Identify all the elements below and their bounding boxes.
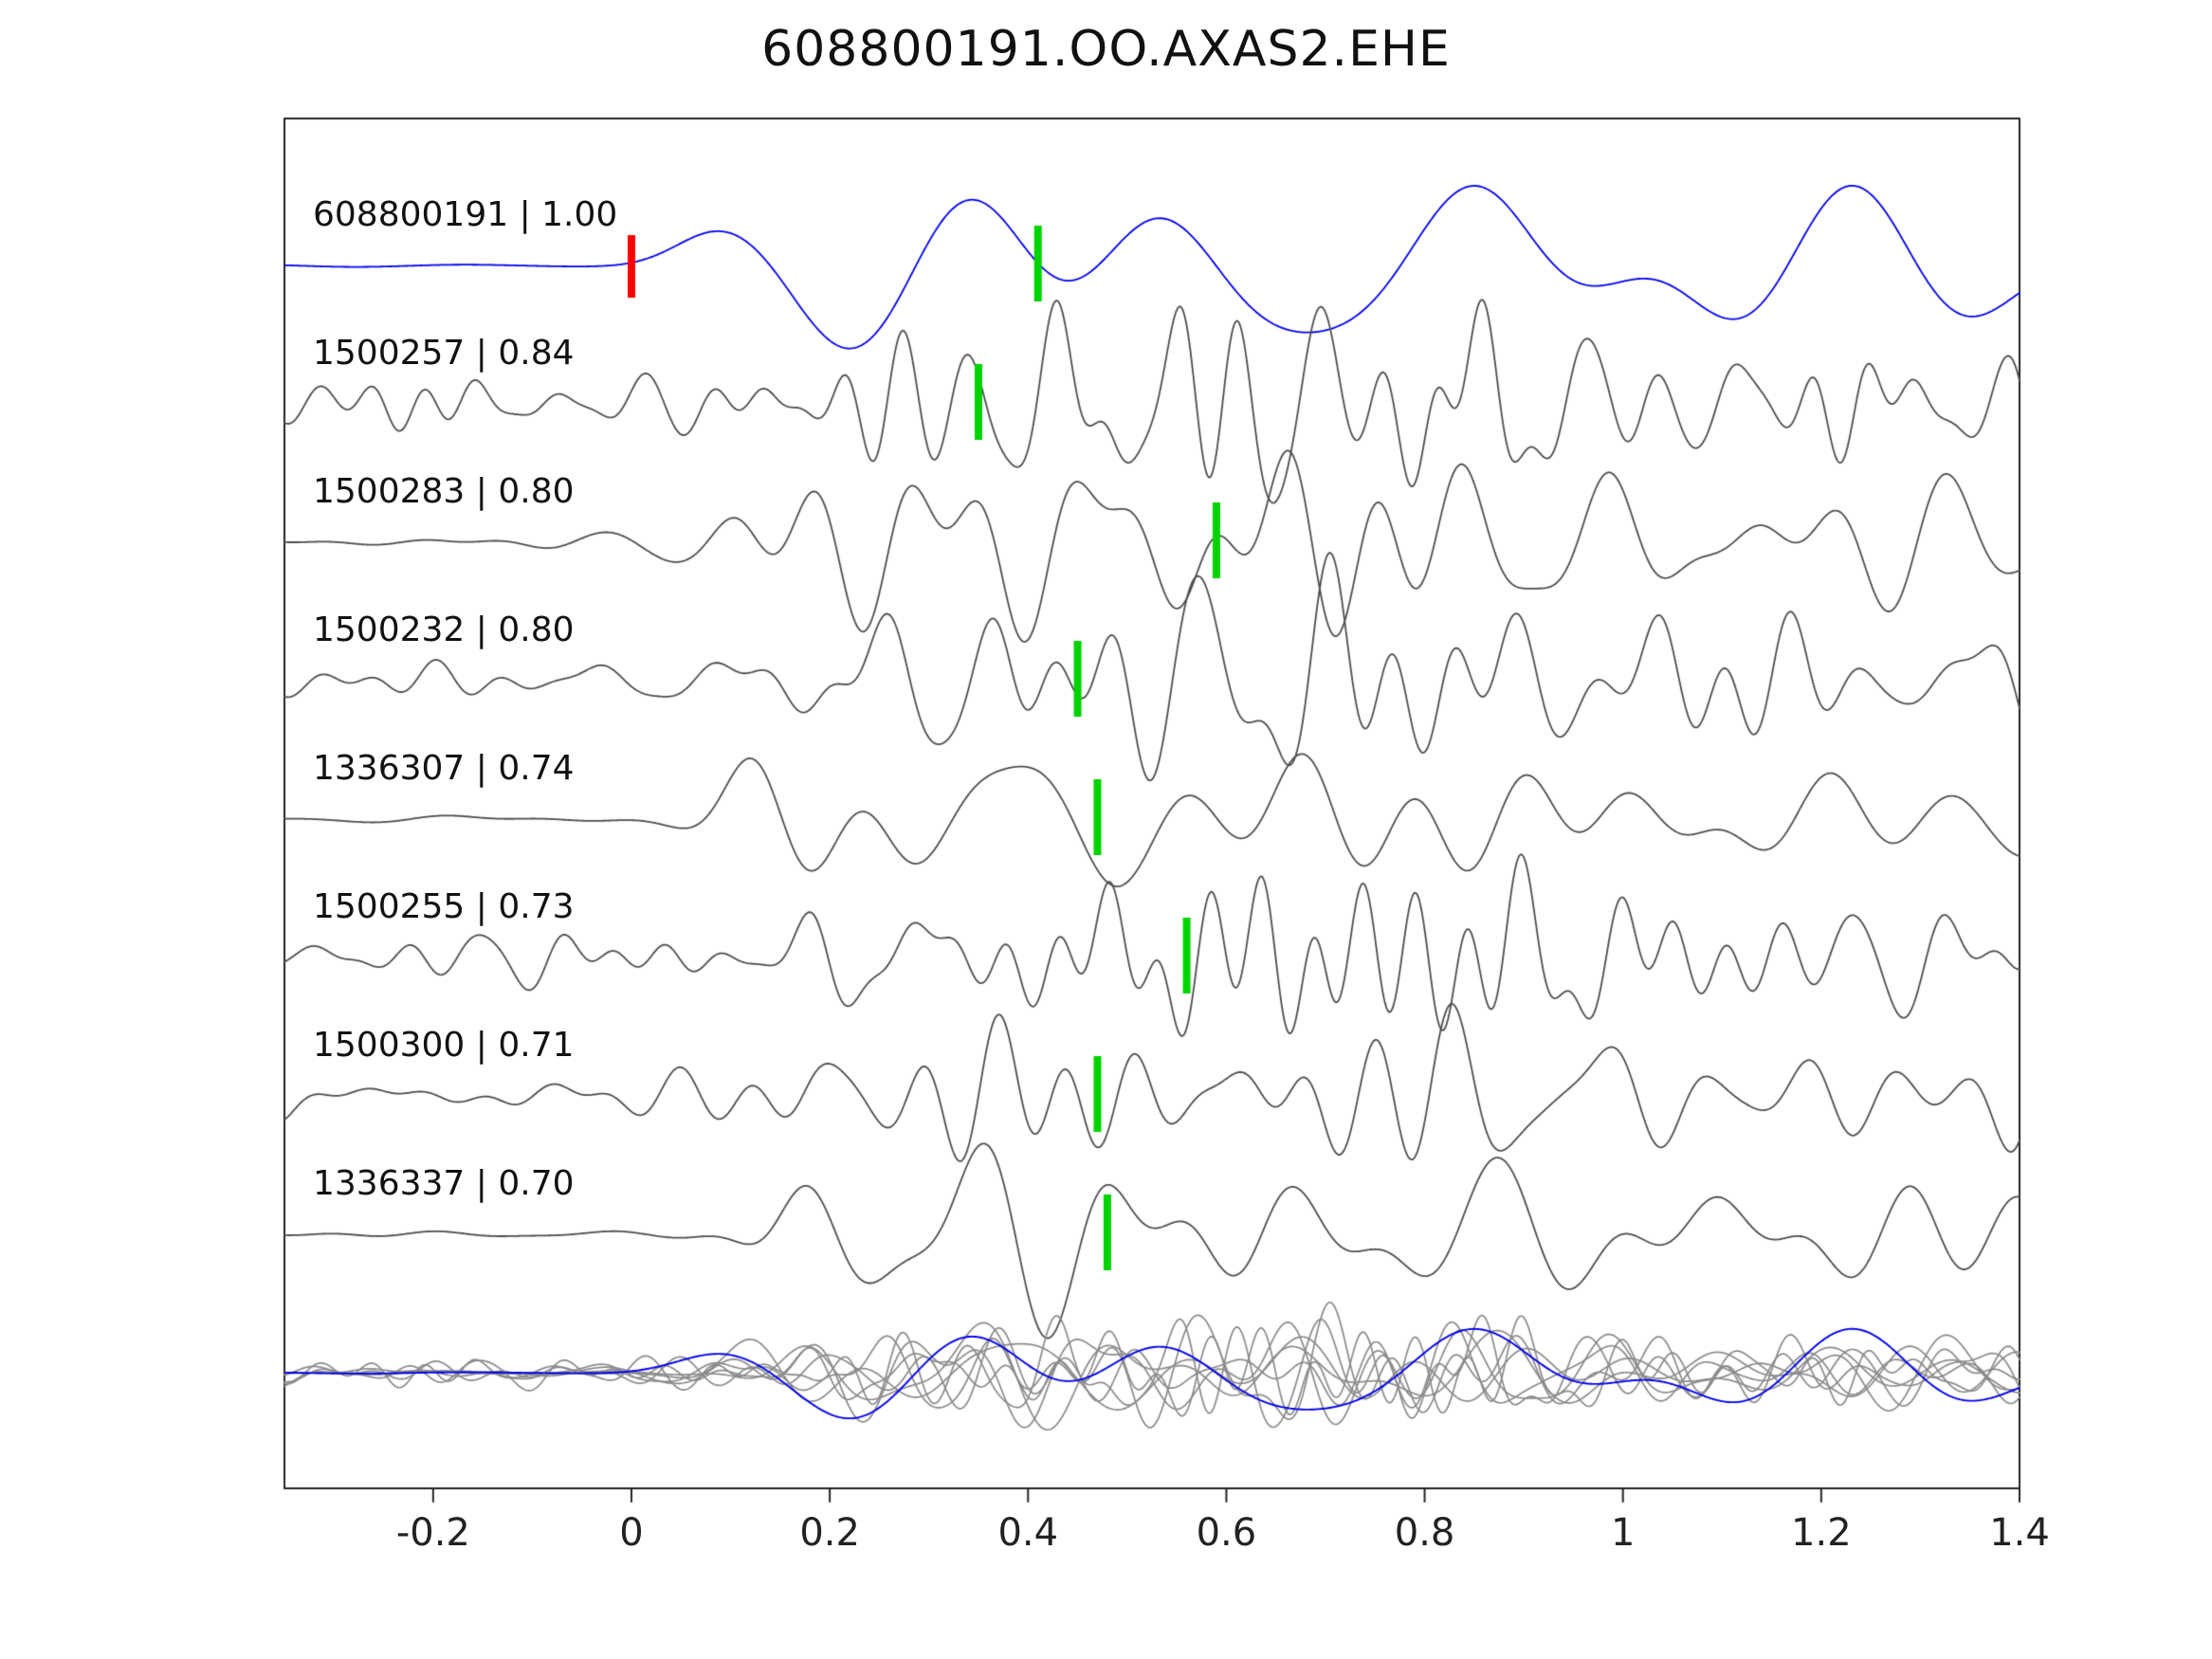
x-tick-label: 1	[1610, 1511, 1636, 1555]
trace-label: 1500255 | 0.73	[313, 887, 575, 926]
trace-label: 608800191 | 1.00	[313, 195, 618, 234]
trace-label: 1500283 | 0.80	[313, 472, 575, 511]
x-tick-label: 0.6	[1196, 1511, 1257, 1555]
x-tick-label: -0.2	[395, 1511, 470, 1555]
x-tick-label: 1.2	[1791, 1511, 1852, 1555]
trace-label: 1500232 | 0.80	[313, 611, 575, 649]
x-tick-label: 0	[619, 1511, 644, 1555]
trace-label: 1336307 | 0.74	[313, 749, 575, 788]
x-tick-label: 0.2	[799, 1511, 860, 1555]
x-tick-label: 1.4	[1989, 1511, 2050, 1555]
x-tick-label: 0.8	[1394, 1511, 1455, 1555]
trace-label: 1500257 | 0.84	[313, 334, 575, 373]
x-tick-label: 0.4	[997, 1511, 1059, 1555]
trace-label: 1500300 | 0.71	[313, 1026, 575, 1065]
trace-label: 1336337 | 0.70	[313, 1164, 575, 1203]
